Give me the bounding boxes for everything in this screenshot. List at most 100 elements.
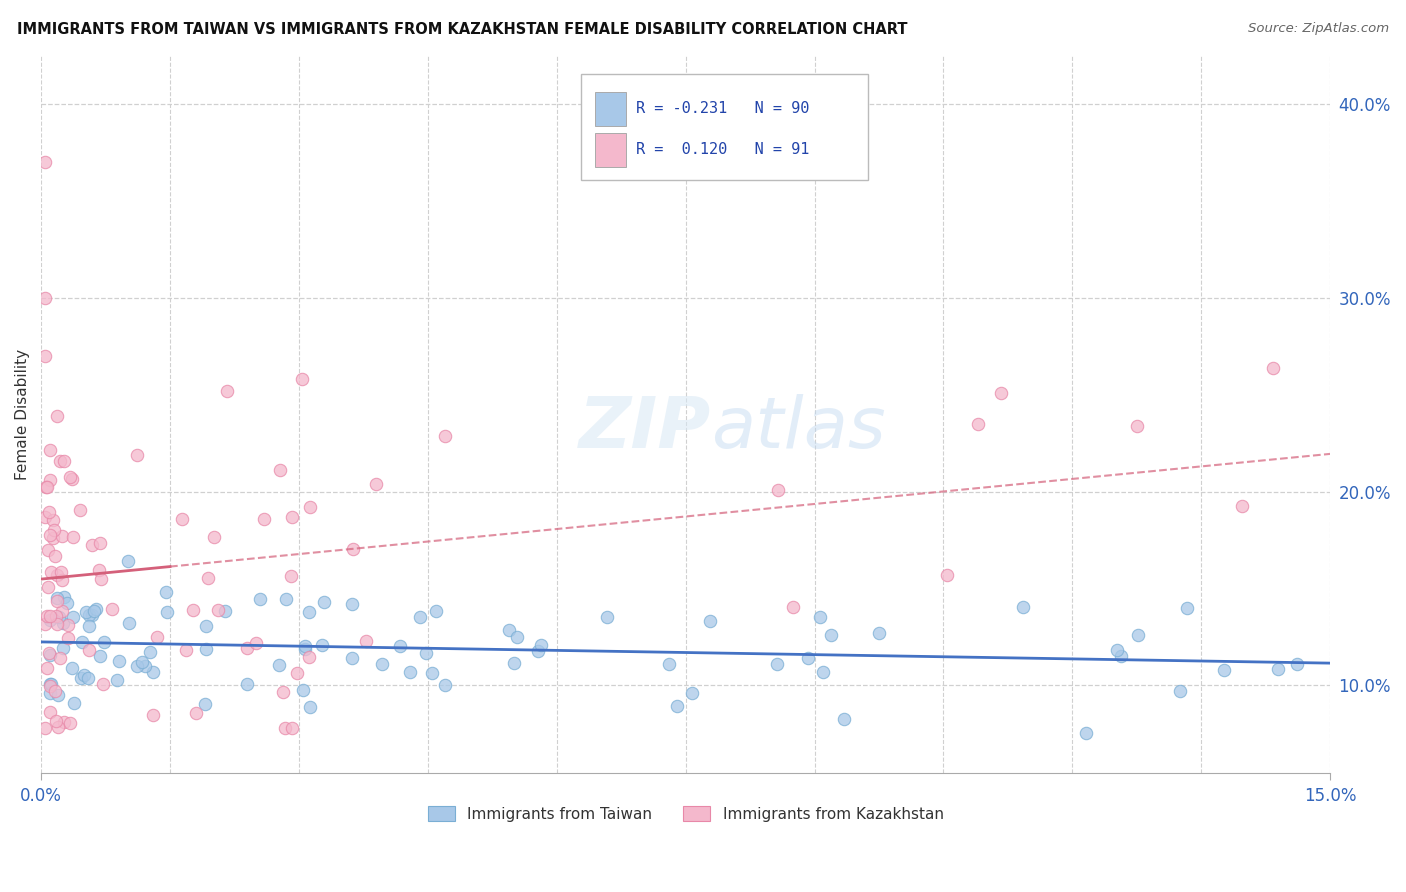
Point (39, 679, 62, 693)
Y-axis label: Female Disability: Female Disability (15, 349, 30, 480)
Point (294, 639, 316, 653)
Point (832, 712, 855, 726)
Point (214, 604, 236, 618)
Point (274, 721, 297, 735)
Point (1267, 662, 1289, 676)
Point (60, 472, 83, 486)
Point (38, 646, 60, 660)
Point (498, 623, 520, 637)
Point (62, 530, 84, 544)
Point (197, 571, 219, 585)
Point (51, 573, 73, 587)
Point (127, 448, 149, 462)
Point (69, 503, 91, 517)
Point (236, 640, 259, 655)
Point (271, 684, 294, 698)
Point (59, 716, 82, 731)
Point (139, 645, 162, 659)
Point (202, 530, 225, 544)
Point (1109, 648, 1132, 663)
Point (72, 634, 94, 648)
Text: R =  0.120   N = 91: R = 0.120 N = 91 (636, 142, 808, 157)
Point (46, 594, 69, 608)
Point (530, 639, 553, 653)
Point (62, 610, 84, 624)
Point (51, 604, 73, 618)
Point (285, 666, 308, 681)
Point (936, 568, 959, 582)
Point (505, 630, 527, 644)
Point (38, 609, 60, 624)
Point (35, 661, 58, 675)
Point (298, 650, 321, 665)
Point (526, 644, 548, 658)
Point (38, 505, 60, 519)
Point (56, 617, 79, 632)
Point (45, 714, 67, 729)
Point (52, 616, 75, 631)
Point (37, 580, 59, 594)
Point (195, 619, 218, 633)
Point (80, 538, 103, 552)
Point (398, 665, 420, 679)
Point (252, 512, 274, 526)
Point (236, 677, 259, 691)
Point (77, 607, 100, 622)
Point (797, 651, 820, 665)
Point (990, 386, 1012, 401)
Point (37, 542, 59, 557)
Point (1126, 628, 1149, 642)
Text: atlas: atlas (711, 393, 886, 463)
Point (1261, 360, 1284, 375)
Point (1175, 600, 1198, 615)
Point (34, 291, 56, 305)
Point (51, 529, 73, 543)
Point (298, 500, 321, 514)
Point (45, 591, 67, 605)
Point (181, 603, 204, 617)
Point (56, 596, 79, 610)
Point (45, 608, 67, 623)
Point (90, 572, 112, 586)
Point (131, 655, 153, 669)
Point (53, 454, 76, 468)
Point (38, 648, 60, 662)
Point (93, 634, 115, 648)
Point (46, 720, 69, 734)
Point (297, 606, 319, 620)
Point (83, 604, 105, 618)
Point (276, 592, 298, 607)
Point (69, 671, 91, 685)
Point (62, 661, 84, 675)
Point (58, 631, 80, 645)
Point (48, 454, 70, 468)
Point (80, 607, 103, 622)
Point (766, 483, 789, 497)
Point (156, 605, 179, 619)
Point (388, 640, 411, 654)
Point (299, 699, 322, 714)
Point (53, 591, 76, 605)
Point (1107, 642, 1129, 657)
Point (811, 665, 834, 679)
Point (366, 476, 388, 491)
Point (89, 535, 111, 549)
Text: Source: ZipAtlas.com: Source: ZipAtlas.com (1249, 22, 1389, 36)
Point (415, 646, 437, 660)
Point (79, 643, 101, 657)
Point (42, 523, 65, 537)
Point (370, 657, 392, 671)
Point (34, 154, 56, 169)
Point (34, 616, 56, 631)
Text: R = -0.231   N = 90: R = -0.231 N = 90 (636, 101, 808, 116)
Point (73, 667, 96, 681)
Point (91, 677, 114, 691)
Point (38, 473, 60, 487)
Point (434, 677, 457, 691)
Point (420, 665, 443, 680)
Point (808, 610, 831, 624)
Text: ZIP: ZIP (579, 393, 711, 463)
Point (1286, 657, 1309, 672)
Point (207, 603, 229, 617)
Point (117, 554, 139, 568)
